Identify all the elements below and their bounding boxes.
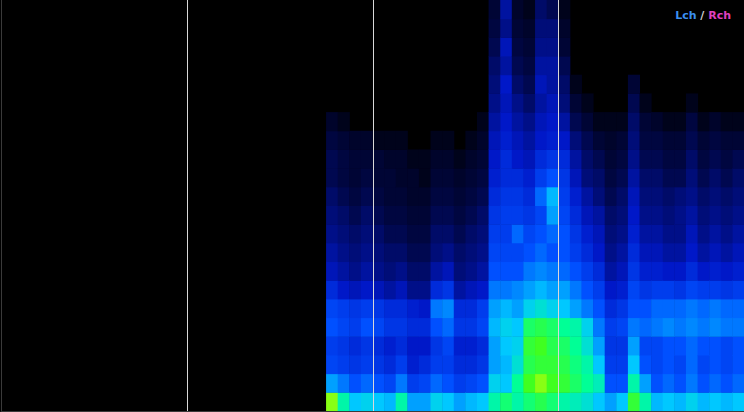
svg-text:Lch: Lch: [675, 9, 696, 22]
svg-text:Rch: Rch: [708, 9, 731, 22]
